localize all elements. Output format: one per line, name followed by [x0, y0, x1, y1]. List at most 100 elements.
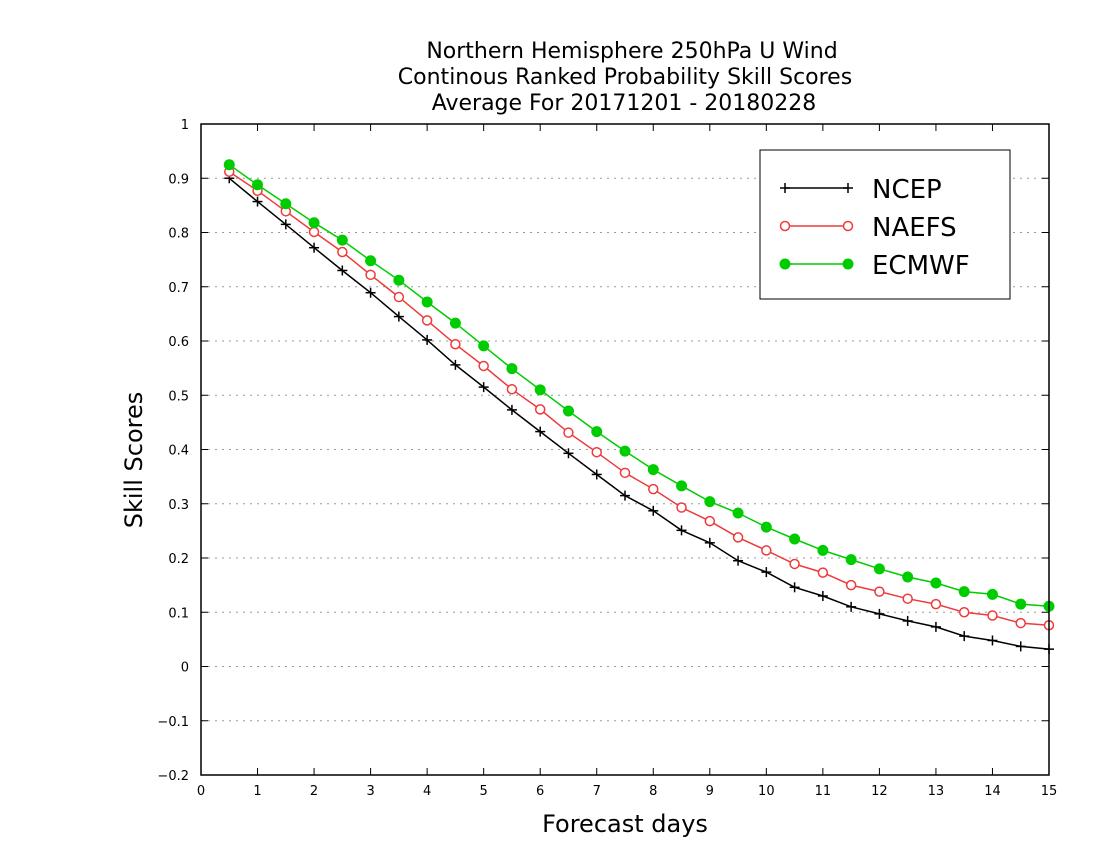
y-tick-label: 0.9: [168, 172, 189, 187]
data-point-ecmwf: [393, 274, 405, 286]
series-ecmwf: [223, 159, 1055, 612]
data-point-ecmwf: [449, 317, 461, 329]
y-tick-label: 0.7: [168, 281, 189, 296]
legend-marker: [843, 183, 853, 193]
y-axis-ticks: 1 0.9 0.8 0.7 0.6 0.5 0.4 0.3 0.2 0.1 0 −0.1 −0.2: [157, 118, 1049, 784]
data-point-ecmwf: [336, 234, 348, 246]
data-point-naefs: [902, 593, 913, 604]
x-tick-label: 10: [758, 784, 775, 799]
legend-box: [759, 149, 1011, 300]
data-point-ncep: [563, 448, 574, 459]
data-point-naefs: [761, 545, 772, 556]
legend-item-ecmwf: ECMWF: [779, 251, 970, 281]
chart-title: Northern Hemisphere 250hPa U Wind Contin…: [398, 39, 852, 116]
data-point-ecmwf: [873, 563, 885, 575]
x-tick-label: 3: [366, 784, 374, 799]
data-point-ecmwf: [902, 571, 914, 583]
x-tick-label: 14: [984, 784, 1001, 799]
data-point-ecmwf: [365, 255, 377, 267]
data-point-ncep: [535, 426, 546, 437]
legend-label: NAEFS: [872, 213, 957, 243]
y-tick-label: 0.8: [168, 227, 189, 242]
y-tick-label: 0.2: [168, 552, 189, 567]
data-point-naefs: [506, 384, 518, 395]
data-point-ncep: [789, 582, 800, 593]
data-point-naefs: [958, 607, 970, 618]
data-point-ecmwf: [421, 296, 433, 308]
data-point-naefs: [648, 483, 659, 495]
data-point-ncep: [817, 590, 828, 601]
data-point-naefs: [393, 291, 405, 303]
data-point-ncep: [365, 287, 376, 298]
x-tick-label: 15: [1041, 784, 1058, 799]
y-tick-label: 0.4: [168, 444, 189, 459]
legend-label: NCEP: [872, 175, 942, 205]
data-point-ncep: [959, 631, 970, 642]
legend-marker: [779, 220, 791, 232]
y-tick-label: 0.1: [168, 606, 189, 621]
data-point-ecmwf: [647, 464, 659, 476]
data-point-ecmwf: [534, 384, 546, 396]
x-tick-label: 2: [310, 784, 318, 799]
data-point-naefs: [817, 567, 829, 578]
legend-marker: [842, 220, 854, 232]
y-tick-label: −0.2: [157, 769, 189, 784]
series-line-ncep: [228, 177, 1050, 650]
data-point-ecmwf: [817, 544, 829, 556]
x-tick-label: 11: [815, 784, 832, 799]
x-tick-label: 5: [480, 784, 488, 799]
data-point-ecmwf: [223, 159, 235, 171]
x-tick-label: 12: [871, 784, 888, 799]
data-point-ncep: [280, 219, 291, 230]
data-point-naefs: [478, 360, 489, 372]
data-point-ncep: [506, 404, 517, 415]
data-point-ncep: [591, 469, 602, 480]
y-tick-label: 0.6: [168, 335, 189, 350]
data-point-ncep: [846, 601, 857, 612]
data-point-ecmwf: [789, 533, 801, 545]
data-point-naefs: [337, 246, 348, 258]
data-point-naefs: [845, 579, 857, 591]
data-point-ncep: [393, 311, 404, 322]
data-point-ecmwf: [562, 405, 574, 417]
legend-label: ECMWF: [872, 251, 970, 281]
x-tick-label: 4: [423, 784, 431, 799]
data-point-ecmwf: [704, 496, 716, 508]
data-point-ecmwf: [591, 426, 603, 438]
title-line-2: Continous Ranked Probability Skill Score…: [398, 65, 852, 90]
data-point-ncep: [1015, 641, 1026, 652]
legend-item-ncep: NCEP: [780, 175, 942, 205]
data-point-ncep: [733, 555, 744, 566]
data-point-naefs: [534, 404, 546, 415]
title-line-3: Average For 20171201 - 20180228: [432, 91, 817, 116]
data-point-ecmwf: [619, 445, 631, 457]
x-tick-label: 1: [253, 784, 261, 799]
y-tick-label: −0.1: [157, 715, 189, 730]
data-point-naefs: [676, 502, 687, 513]
data-point-ecmwf: [308, 217, 320, 229]
data-point-ecmwf: [760, 521, 772, 533]
data-point-ecmwf: [1015, 598, 1027, 610]
data-point-ncep: [478, 382, 489, 393]
x-tick-label: 6: [536, 784, 544, 799]
data-point-ecmwf: [676, 480, 688, 492]
data-point-ecmwf: [280, 198, 292, 210]
legend-marker: [780, 183, 790, 193]
data-point-ncep: [902, 615, 913, 626]
legend-entries: NCEP NAEFS ECMWF: [779, 175, 970, 281]
x-tick-label: 9: [706, 784, 714, 799]
data-point-naefs: [732, 532, 744, 543]
data-point-ecmwf: [845, 554, 857, 566]
y-tick-label: 0.3: [168, 498, 189, 513]
gridlines: [201, 177, 1049, 722]
y-tick-label: 0.5: [168, 389, 189, 404]
data-point-ncep: [930, 621, 941, 632]
legend: NCEP NAEFS ECMWF: [759, 149, 1011, 300]
data-point-ncep: [422, 334, 433, 345]
data-point-naefs: [591, 446, 602, 458]
data-point-ncep: [252, 196, 263, 207]
title-line-1: Northern Hemisphere 250hPa U Wind: [426, 39, 837, 64]
data-point-ncep: [620, 490, 630, 501]
legend-marker: [779, 258, 791, 270]
